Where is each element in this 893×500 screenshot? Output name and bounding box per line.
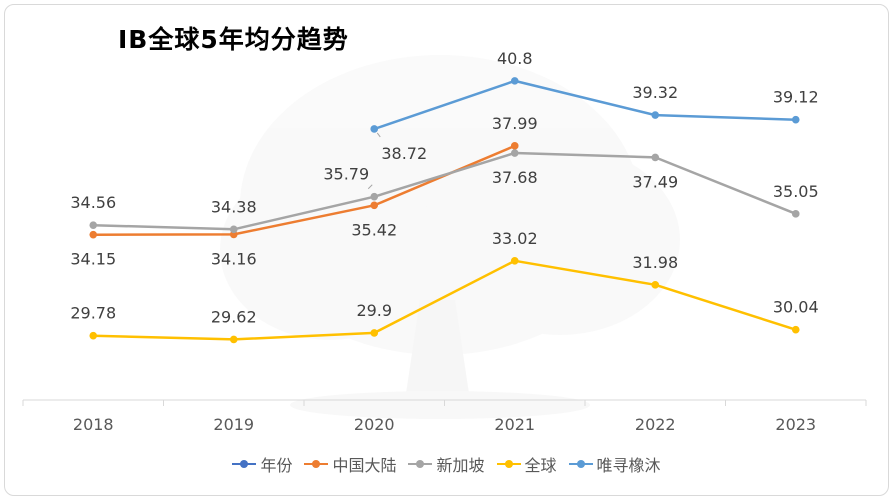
x-tick-label: 2020 (354, 415, 395, 434)
data-label: 30.04 (773, 298, 819, 317)
data-label: 39.12 (773, 88, 819, 107)
legend-item: 中国大陆 (304, 452, 396, 476)
data-point (791, 325, 800, 334)
legend-swatch (568, 458, 593, 470)
data-point (791, 210, 800, 218)
data-label: 34.56 (70, 193, 116, 212)
data-label: 34.16 (211, 249, 257, 268)
legend-swatch (496, 458, 521, 470)
legend-label: 全球 (524, 456, 557, 475)
legend-label: 新加坡 (436, 456, 485, 475)
legend-label: 年份 (260, 456, 293, 475)
data-point (651, 111, 660, 119)
series-line (93, 259, 797, 341)
data-label: 37.49 (632, 172, 678, 191)
data-labels: 34.15 34.16 35.42 37.99 34.56 34.38 35.79 37.68… (70, 49, 818, 327)
data-point (370, 329, 379, 337)
x-axis: 2018 2019 2020 2021 2022 2023 (22, 399, 867, 434)
x-tick-label: 2018 (73, 415, 114, 434)
data-label: 34.15 (70, 250, 116, 269)
chart-title: IB全球5年均分趋势 (118, 25, 349, 54)
data-label: 35.05 (773, 182, 819, 201)
series-line (93, 151, 797, 231)
data-point (89, 331, 98, 340)
data-point (89, 221, 98, 229)
data-point (510, 256, 519, 265)
legend: 年份 中国大陆 新加坡 全球 唯寻橡沐 (0, 452, 893, 476)
data-point (229, 335, 238, 344)
data-label: 39.32 (632, 83, 678, 102)
data-label: 38.72 (381, 144, 427, 163)
data-label: 29.9 (356, 301, 392, 320)
legend-label: 中国大陆 (332, 456, 397, 475)
legend-item: 唯寻橡沐 (568, 452, 661, 476)
data-label: 37.68 (492, 168, 538, 187)
data-point (229, 225, 238, 234)
data-point (651, 153, 660, 162)
legend-swatch (232, 458, 257, 470)
series-line (373, 79, 796, 131)
legend-swatch (304, 458, 329, 470)
data-label: 37.99 (492, 114, 538, 133)
x-tick-label: 2021 (494, 415, 535, 434)
legend-swatch (408, 458, 433, 470)
data-point (370, 201, 379, 210)
x-tick-label: 2019 (213, 415, 254, 434)
label-leader (376, 132, 381, 138)
data-label: 29.78 (70, 304, 116, 323)
data-point (370, 125, 379, 133)
data-label: 35.79 (323, 165, 369, 184)
x-tick-label: 2023 (775, 415, 816, 434)
tree-watermark (220, 55, 680, 419)
data-label: 34.38 (211, 197, 257, 216)
data-point (89, 230, 98, 239)
series-4 (370, 77, 800, 133)
data-point (791, 115, 800, 124)
data-label: 40.8 (497, 49, 533, 68)
series-2 (89, 149, 800, 234)
data-point (510, 142, 519, 150)
data-label: 29.62 (211, 307, 257, 326)
data-point (510, 149, 519, 157)
legend-item: 年份 (232, 452, 292, 476)
legend-item: 新加坡 (408, 452, 485, 476)
label-leader (367, 184, 373, 190)
legend-item: 全球 (496, 452, 557, 476)
series-layer (89, 77, 800, 344)
data-label: 31.98 (632, 253, 678, 272)
data-label: 35.42 (351, 220, 397, 239)
x-tick-label: 2022 (635, 415, 676, 434)
data-point (510, 77, 519, 85)
data-point (370, 192, 379, 201)
data-label: 33.02 (492, 229, 538, 248)
legend-label: 唯寻橡沐 (596, 456, 661, 475)
data-point (651, 281, 660, 289)
series-3 (89, 256, 800, 344)
